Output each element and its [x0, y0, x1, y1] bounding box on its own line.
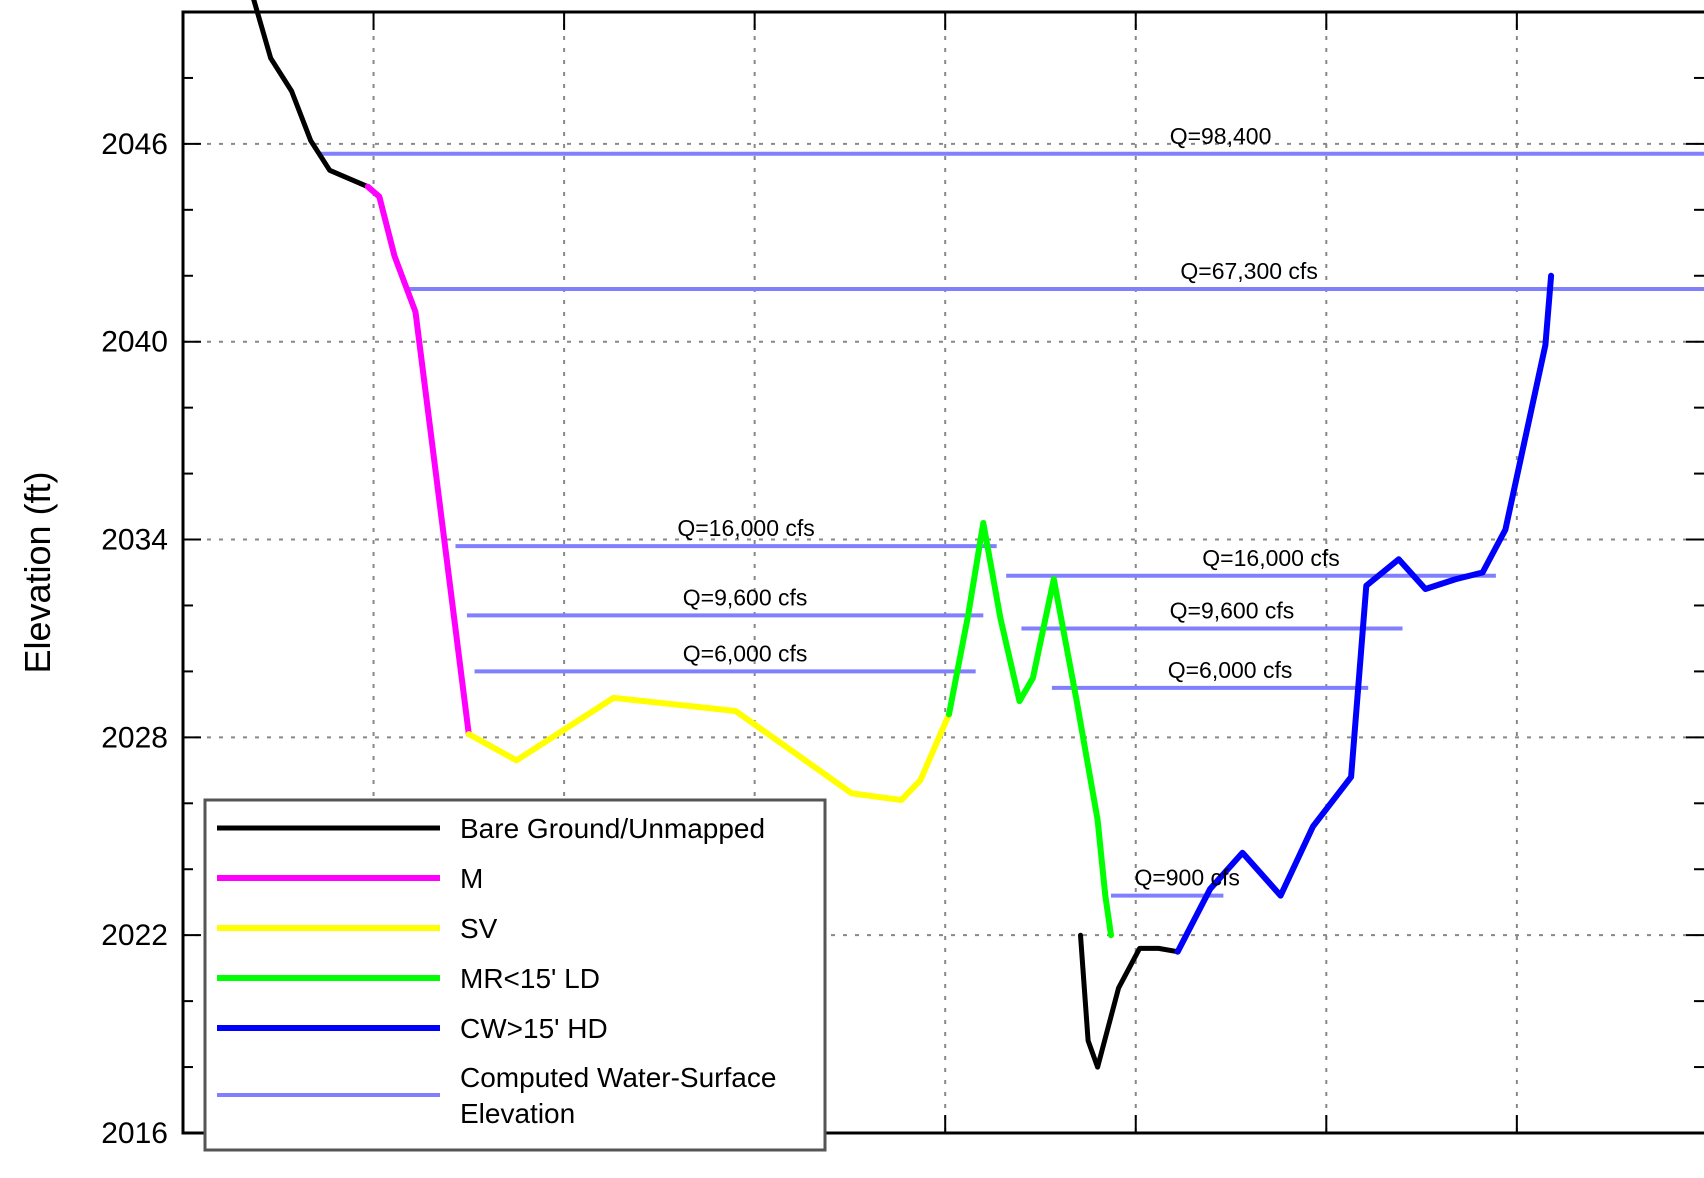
y-tick-label: 2022 — [101, 919, 168, 952]
water-surface-lines — [320, 151, 1704, 898]
series-line — [251, 0, 371, 190]
water-surface-label: Q=16,000 cfs — [677, 515, 814, 541]
series-line — [946, 520, 1114, 939]
water-surface-label: Q=67,300 cfs — [1180, 258, 1317, 284]
series-line — [465, 694, 952, 803]
y-tick-labels: 2016 2022 2028 2034 2040 2046 — [101, 128, 168, 1150]
water-surface-label: Q=900 cfs — [1134, 865, 1239, 891]
legend: Bare Ground/Unmapped M SV MR<15' LD CW>15' H… — [203, 798, 827, 1152]
legend-label: CW>15' HD — [460, 1013, 608, 1044]
y-tick-label: 2046 — [101, 128, 168, 161]
y-tick-label: 2016 — [101, 1117, 168, 1150]
y-tick-label: 2028 — [101, 721, 168, 754]
legend-label: MR<15' LD — [460, 963, 600, 994]
y-axis-label: Elevation (ft) — [17, 471, 58, 673]
series-line — [1078, 932, 1181, 1070]
water-surface-label: Q=9,600 cfs — [1170, 598, 1295, 624]
water-surface-label: Q=6,000 cfs — [1168, 657, 1293, 683]
legend-label: Bare Ground/Unmapped — [460, 813, 765, 844]
water-surface-label: Q=16,000 cfs — [1202, 545, 1339, 571]
axis-ticks — [183, 11, 1704, 1134]
legend-box — [203, 798, 827, 1152]
water-surface-label: Q=6,000 cfs — [683, 640, 808, 666]
series-line — [364, 183, 472, 738]
water-surface-label: Q=98,400 — [1170, 123, 1272, 149]
y-tick-label: 2034 — [101, 524, 168, 557]
legend-label: M — [460, 863, 483, 894]
plot-frame — [181, 10, 1704, 1135]
water-surface-label: Q=9,600 cfs — [683, 584, 808, 610]
water-surface-labels: Q=98,400 Q=67,300 cfs Q=16,000 cfs Q=9,600 … — [677, 123, 1339, 891]
series-line — [1174, 272, 1555, 955]
legend-label: SV — [460, 913, 498, 944]
ground-profile-series — [251, 0, 1555, 1070]
y-tick-label: 2040 — [101, 326, 168, 359]
legend-label: Computed Water-Surface Elevation — [460, 1062, 776, 1129]
